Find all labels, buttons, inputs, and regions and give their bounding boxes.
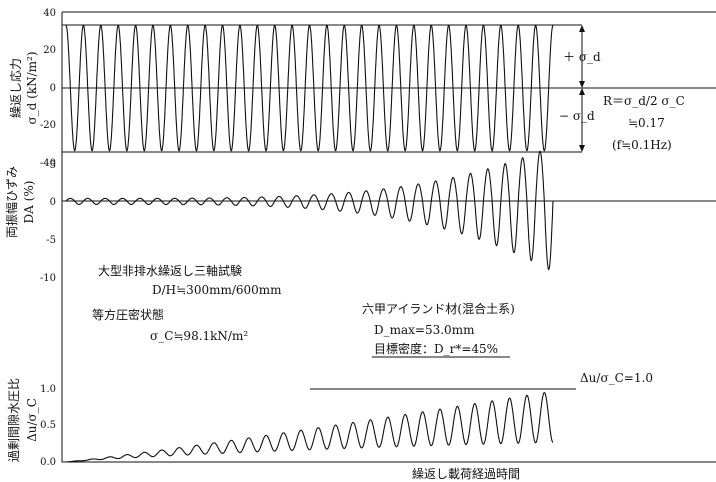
pore-tick-0.5: 0.5 <box>40 420 56 431</box>
strain-tick-0: 0 <box>50 197 56 208</box>
pore-tick-1: 1.0 <box>40 384 56 395</box>
stress-tick-neg40: -40 <box>40 158 56 169</box>
frequency-label: (f≒0.1Hz) <box>612 138 672 152</box>
minus-arrow-head-up <box>579 88 585 95</box>
test-info-line3: 等方圧密状態 <box>92 307 164 322</box>
stress-ylabel-2: σ_d (kN/m²) <box>25 51 39 124</box>
strain-ylabel-1: 両振幅ひずみ <box>4 166 19 238</box>
material-line1: 六甲アイランド材(混合土系) <box>362 301 515 316</box>
strain-ylabel-2: DA (%) <box>22 181 36 224</box>
stress-series <box>65 24 554 152</box>
material-line3: 目標密度：D_r*=45% <box>374 341 498 356</box>
stress-tick-20: 20 <box>43 45 56 56</box>
material-line2: D_max=53.0mm <box>374 323 475 337</box>
x-axis-label: 繰返し載荷経過時間 <box>412 467 520 481</box>
strain-tick-5: 5 <box>50 160 56 171</box>
plus-arrow-head-up <box>579 25 585 32</box>
strain-tick-neg5: -5 <box>46 235 56 246</box>
pore-tick-0: 0.0 <box>40 457 56 468</box>
strain-tick-neg10: -10 <box>40 273 56 284</box>
test-info-line4: σ_C≒98.1kN/m² <box>150 329 248 343</box>
minus-sigma-label: − σ_d <box>559 109 595 123</box>
stress-tick-neg20: -20 <box>40 120 56 131</box>
pore-ylabel-2: Δu/σ_C <box>25 398 39 442</box>
pore-series <box>66 392 554 463</box>
pore-ylabel-1: 過剰間隙水圧比 <box>7 378 21 462</box>
pore-reference-label: Δu/σ_C=1.0 <box>580 371 653 385</box>
strain-series <box>65 150 554 271</box>
minus-arrow-head-down <box>579 145 585 152</box>
test-info-line1: 大型非排水繰返し三軸試験 <box>98 263 242 278</box>
stress-ylabel-1: 繰返し応力 <box>9 58 23 118</box>
stress-tick-40: 40 <box>43 8 56 19</box>
plus-arrow-head-down <box>579 81 585 88</box>
ratio-value: ≒0.17 <box>628 116 665 130</box>
ratio-label: R＝σ_d/2 σ_C <box>603 94 685 108</box>
plus-sigma-label: ＋ σ_d <box>563 50 601 64</box>
test-info-line2: D/H≒300mm/600mm <box>152 283 282 297</box>
stress-tick-0: 0 <box>50 83 56 94</box>
